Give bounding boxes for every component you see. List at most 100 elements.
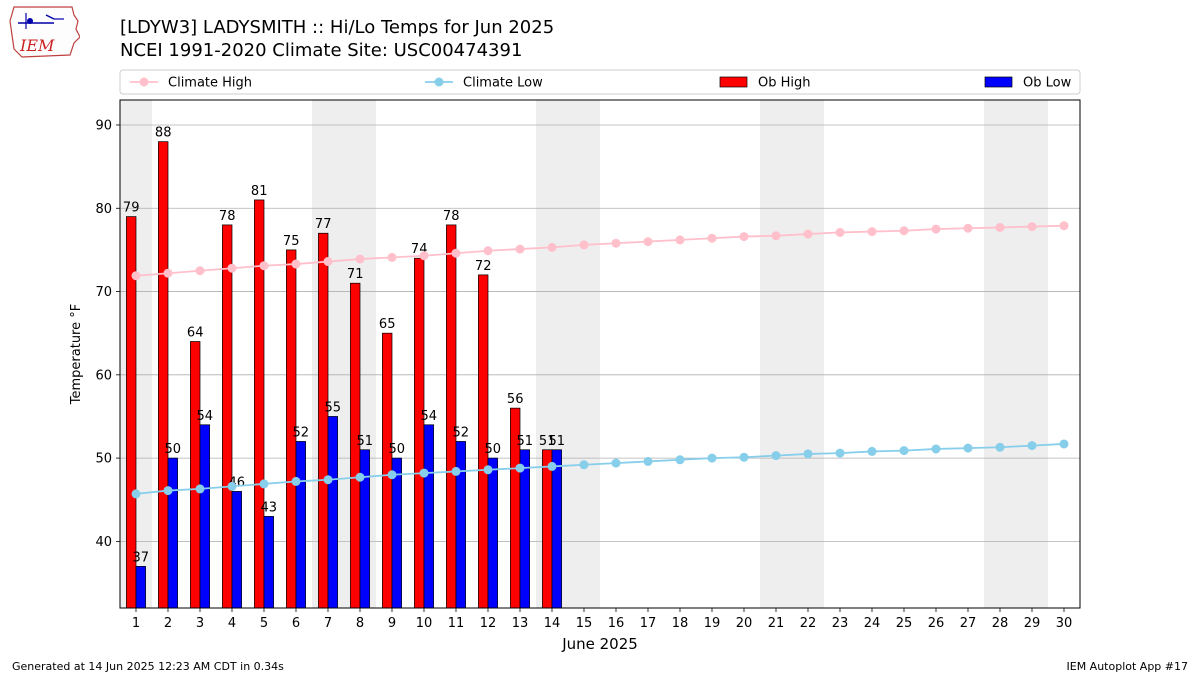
climate-low-point: [675, 455, 685, 465]
ob-high-bar: [190, 341, 201, 609]
climate-high-point: [1059, 221, 1069, 231]
x-tick-label: 21: [768, 616, 785, 631]
ob-high-value-label: 51: [539, 434, 556, 449]
climate-high-point: [387, 252, 397, 262]
ob-low-bar: [487, 457, 498, 609]
legend-climate-low-marker: [434, 77, 444, 87]
ob-low-value-label: 51: [517, 434, 534, 449]
ob-low-bar: [455, 441, 466, 609]
climate-high-point: [483, 246, 493, 256]
climate-high-point: [707, 233, 717, 243]
x-tick-label: 14: [544, 616, 561, 631]
ob-low-bar: [135, 566, 146, 609]
climate-high-point: [1027, 222, 1037, 232]
ob-low-bar: [167, 457, 178, 609]
climate-high-point: [739, 232, 749, 242]
climate-low-line: [135, 443, 1065, 495]
x-tick-label: 13: [512, 616, 529, 631]
x-tick-label: 19: [704, 616, 721, 631]
climate-high-point: [515, 244, 525, 254]
climate-high-point: [227, 263, 237, 273]
climate-high-point: [867, 227, 877, 237]
y-tick-label: 60: [95, 368, 112, 383]
x-tick-label: 27: [960, 616, 977, 631]
ob-low-bar: [519, 449, 530, 609]
climate-low-point: [963, 443, 973, 453]
climate-high-point: [835, 227, 845, 237]
x-tick-label: 5: [260, 616, 268, 631]
x-tick-label: 7: [324, 616, 332, 631]
climate-high-point: [323, 257, 333, 267]
x-tick-label: 24: [864, 616, 881, 631]
chart-title: [LDYW3] LADYSMITH :: Hi/Lo Temps for Jun…: [120, 17, 555, 38]
climate-low-point: [227, 481, 237, 491]
climate-high-point: [675, 235, 685, 245]
x-tick-label: 3: [196, 616, 204, 631]
ob-low-value-label: 50: [165, 442, 182, 457]
x-tick-label: 10: [416, 616, 433, 631]
ob-low-bar: [263, 516, 274, 609]
chart-subtitle: NCEI 1991-2020 Climate Site: USC00474391: [120, 40, 523, 61]
climate-high-point: [419, 251, 429, 261]
ob-high-bar: [542, 449, 553, 609]
x-tick-label: 9: [388, 616, 396, 631]
climate-high-point: [195, 266, 205, 276]
climate-low-point: [387, 470, 397, 480]
x-tick-label: 6: [292, 616, 300, 631]
legend-climate-high-label: Climate High: [168, 76, 252, 91]
ob-low-bar: [327, 416, 338, 609]
ob-high-bar: [414, 257, 425, 609]
ob-high-value-label: 78: [443, 209, 460, 224]
climate-low-point: [547, 461, 557, 471]
climate-low-point: [931, 444, 941, 454]
climate-low-point: [1027, 441, 1037, 451]
ob-high-value-label: 77: [315, 217, 332, 232]
x-tick-label: 8: [356, 616, 364, 631]
iem-logo: IEM: [9, 6, 80, 58]
climate-high-point: [291, 259, 301, 269]
x-tick-label: 30: [1056, 616, 1073, 631]
climate-low-point: [259, 479, 269, 489]
climate-high-point: [611, 238, 621, 248]
climate-high-point: [899, 226, 909, 236]
climate-high-point: [931, 224, 941, 234]
ob-low-value-label: 52: [293, 425, 310, 440]
climate-low-point: [515, 463, 525, 473]
ob-low-value-label: 43: [261, 500, 278, 515]
x-tick-label: 18: [672, 616, 689, 631]
climate-low-point: [995, 442, 1005, 452]
x-tick-label: 25: [896, 616, 913, 631]
x-tick-label: 11: [448, 616, 465, 631]
x-tick-label: 22: [800, 616, 817, 631]
climate-high-point: [451, 248, 461, 258]
legend-ob-high-swatch: [719, 76, 748, 88]
ob-low-value-label: 54: [421, 409, 438, 424]
climate-high-point: [131, 271, 141, 281]
climate-high-point: [579, 240, 589, 250]
x-tick-label: 29: [1024, 616, 1041, 631]
climate-low-point: [131, 489, 141, 499]
ob-high-bar: [254, 199, 265, 609]
x-tick-label: 4: [228, 616, 236, 631]
ob-high-value-label: 56: [507, 392, 524, 407]
weekend-band: [760, 100, 792, 608]
ob-high-value-label: 72: [475, 259, 492, 274]
climate-low-point: [899, 446, 909, 456]
y-tick-label: 70: [95, 285, 112, 300]
legend-ob-low-swatch: [984, 76, 1013, 88]
legend-box: [119, 69, 1081, 95]
ob-low-bar: [551, 449, 562, 609]
climate-high-point: [259, 261, 269, 271]
climate-high-point: [643, 237, 653, 247]
climate-high-point: [995, 222, 1005, 232]
ob-low-bar: [231, 491, 242, 609]
plot-frame: [119, 99, 1081, 609]
ob-high-value-label: 75: [283, 234, 300, 249]
climate-low-point: [323, 475, 333, 485]
ob-high-value-label: 71: [347, 267, 364, 282]
ob-low-value-label: 55: [325, 400, 342, 415]
legend-ob-high-label: Ob High: [758, 76, 811, 91]
legend-climate-high-marker: [139, 77, 149, 87]
ob-high-bar: [446, 224, 457, 609]
